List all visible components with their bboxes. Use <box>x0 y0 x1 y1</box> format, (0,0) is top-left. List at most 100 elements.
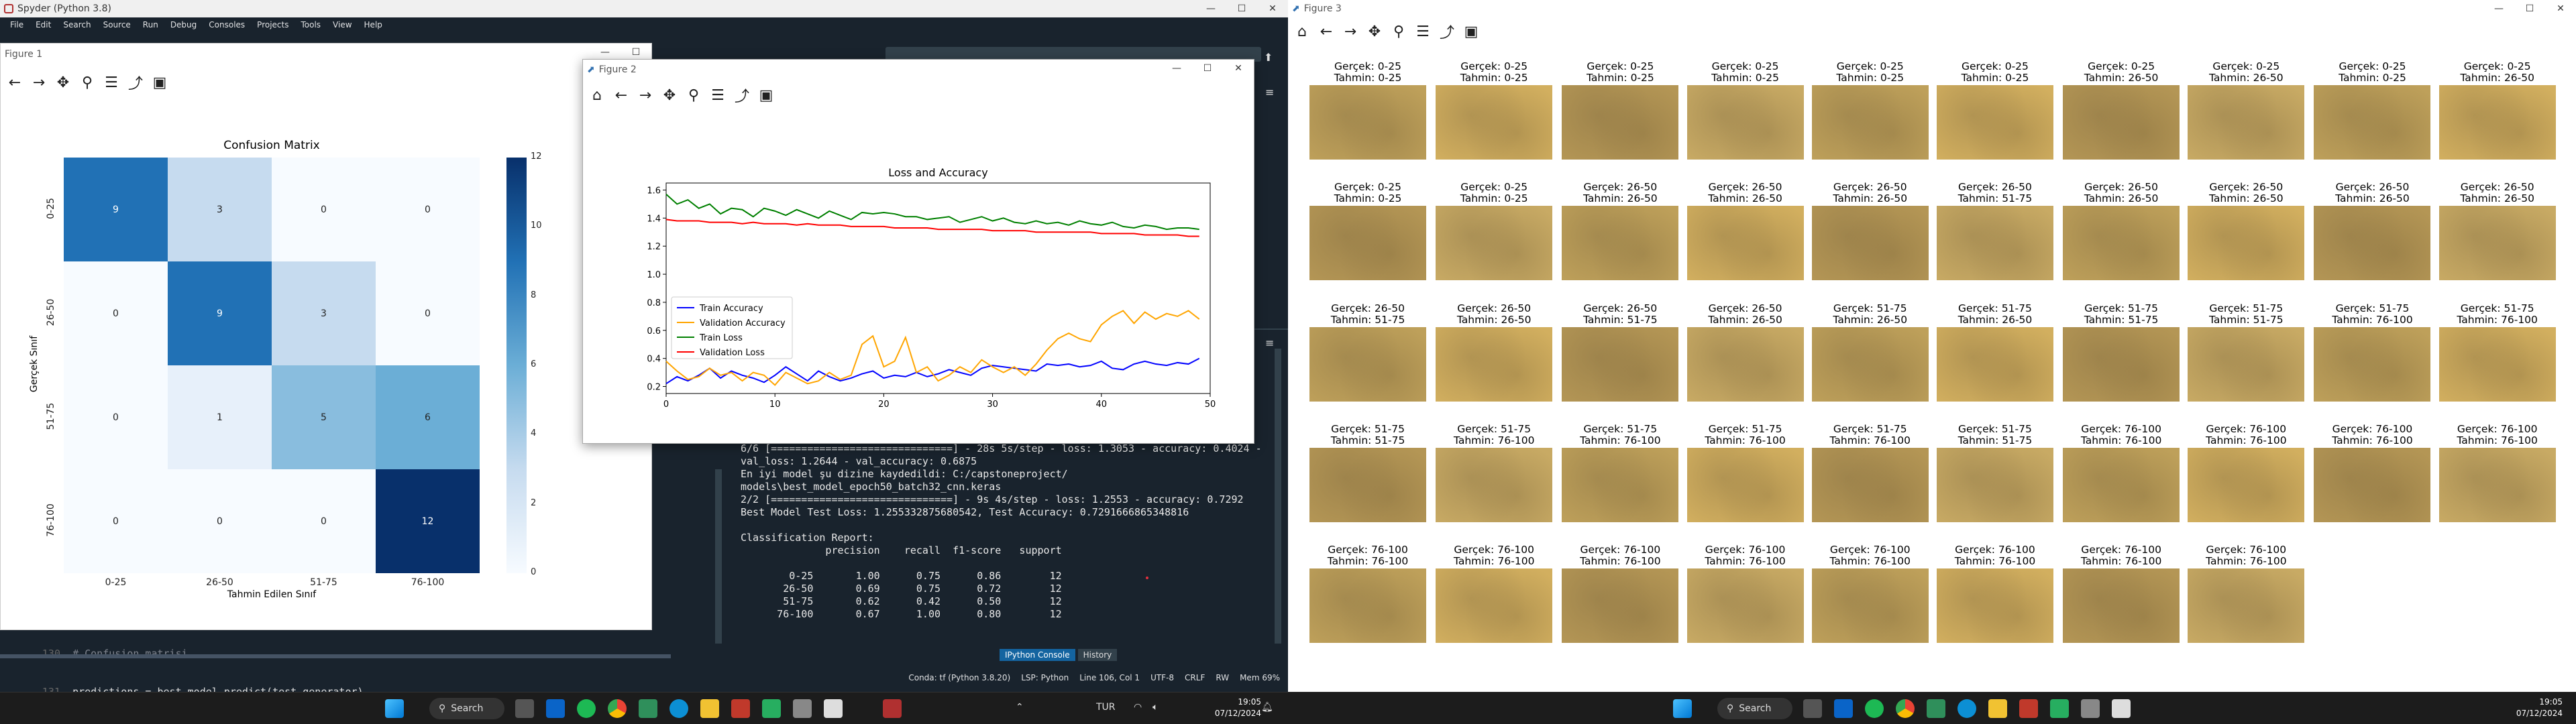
app-icon[interactable] <box>639 699 657 718</box>
taskbar-search[interactable]: ⚲ Search <box>1717 698 1792 719</box>
forward-icon[interactable]: → <box>1344 23 1357 40</box>
taskview-icon[interactable] <box>515 699 534 718</box>
tile-gercek: Gerçek: 26-50 <box>2335 181 2410 194</box>
app-icon-2[interactable] <box>731 699 750 718</box>
tile-caption: Gerçek: 0-25 Tahmin: 0-25 <box>1304 60 1432 84</box>
taskbar-clock[interactable]: 19:05 07/12/2024 <box>1214 697 1261 718</box>
pane-menu-icon[interactable]: ≡ <box>1265 86 1275 99</box>
forward-icon[interactable]: → <box>639 86 652 104</box>
notification-icon[interactable]: 🔔︎ <box>1261 702 1273 713</box>
home-icon[interactable]: ⌂ <box>592 86 602 104</box>
editor-hscroll[interactable] <box>0 654 671 658</box>
configure-icon[interactable]: ☰ <box>105 74 118 91</box>
outlook-icon[interactable] <box>546 699 565 718</box>
close-icon[interactable]: ✕ <box>1269 3 1277 14</box>
app-icon-5[interactable] <box>2112 699 2131 718</box>
confusion-cell: 9 <box>168 261 272 365</box>
tile-gercek: Gerçek: 76-100 <box>2081 422 2161 435</box>
pan-icon[interactable]: ✥ <box>56 74 70 91</box>
tab-history[interactable]: History <box>1077 649 1118 661</box>
back-icon[interactable]: ← <box>8 74 21 91</box>
edit-axis-icon[interactable]: ⤴ <box>1439 25 1454 42</box>
chrome-icon[interactable] <box>1896 699 1915 718</box>
figure1-window[interactable]: Figure 1 — ☐ ← → ✥ ⚲ ☰ ⤴ ▣ Confusion Matr… <box>0 43 652 630</box>
menu-item-search[interactable]: Search <box>63 20 91 29</box>
outlook-icon[interactable] <box>1834 699 1853 718</box>
taskbar-clock[interactable]: 19:05 07/12/2024 <box>2516 697 2563 718</box>
home-icon[interactable]: ⌂ <box>1297 23 1307 40</box>
colorbar-tick: 2 <box>531 497 537 508</box>
menu-item-edit[interactable]: Edit <box>36 20 52 29</box>
fig2-maximize-icon[interactable]: ☐ <box>1203 63 1212 74</box>
fig2-close-icon[interactable]: ✕ <box>1234 63 1242 74</box>
explorer-icon[interactable] <box>1988 699 2007 718</box>
configure-icon[interactable]: ☰ <box>1416 23 1430 40</box>
menu-item-tools[interactable]: Tools <box>301 20 321 29</box>
y-tick-label: 1.6 <box>647 186 661 196</box>
volume-icon[interactable]: 🔈︎ <box>1152 702 1159 713</box>
edge-icon[interactable] <box>1957 699 1976 718</box>
pane-menu-icon-2[interactable]: ≡ <box>1265 337 1275 349</box>
tray-chevron-icon[interactable]: ⌃ <box>1016 702 1024 713</box>
start-icon[interactable] <box>385 699 404 718</box>
fig3-maximize-icon[interactable]: ☐ <box>2525 3 2534 14</box>
app-icon[interactable] <box>1927 699 1945 718</box>
app-icon-6[interactable] <box>883 699 902 718</box>
ipython-console-output[interactable]: 6/6 [==============================] - 2… <box>741 442 1271 630</box>
confusion-xlabel: Tahmin Edilen Sınıf <box>227 589 317 600</box>
zoom-icon[interactable]: ⚲ <box>81 74 93 91</box>
save-icon[interactable]: ▣ <box>152 74 167 91</box>
back-icon[interactable]: ← <box>614 86 628 104</box>
edit-axis-icon[interactable]: ⤴ <box>127 76 143 93</box>
menu-item-source[interactable]: Source <box>103 20 131 29</box>
taskbar-search[interactable]: ⚲ Search <box>429 698 504 719</box>
tile-tahmin: Tahmin: 26-50 <box>2084 71 2159 84</box>
app-icon-3[interactable] <box>762 699 781 718</box>
pan-icon[interactable]: ✥ <box>663 86 676 104</box>
chrome-icon[interactable] <box>608 699 627 718</box>
edge-icon[interactable] <box>669 699 688 718</box>
configure-icon[interactable]: ☰ <box>711 86 724 104</box>
tab-ipython-console[interactable]: IPython Console <box>1000 649 1075 661</box>
edit-axis-icon[interactable]: ⤴ <box>734 88 749 105</box>
menu-item-projects[interactable]: Projects <box>257 20 289 29</box>
app-icon-4[interactable] <box>2081 699 2100 718</box>
save-icon[interactable]: ▣ <box>759 86 773 104</box>
console-scrollbar[interactable] <box>1275 349 1281 644</box>
fig2-minimize-icon[interactable]: — <box>1172 63 1181 74</box>
pan-icon[interactable]: ✥ <box>1368 23 1381 40</box>
app-icon-3[interactable] <box>2050 699 2069 718</box>
app-icon-4[interactable] <box>793 699 812 718</box>
taskview-icon[interactable] <box>1803 699 1822 718</box>
app-icon-5[interactable] <box>824 699 843 718</box>
fig3-close-icon[interactable]: ✕ <box>2557 3 2565 14</box>
spotify-icon[interactable] <box>577 699 596 718</box>
series-line-0 <box>665 357 1200 385</box>
fig1-minimize-icon[interactable]: — <box>600 47 610 58</box>
back-icon[interactable]: ← <box>1320 23 1333 40</box>
forward-icon[interactable]: → <box>32 74 46 91</box>
menu-item-view[interactable]: View <box>333 20 352 29</box>
language-indicator[interactable]: TUR <box>1096 702 1116 713</box>
fig3-minimize-icon[interactable]: — <box>2494 3 2504 14</box>
zoom-icon[interactable]: ⚲ <box>1393 23 1405 40</box>
explorer-icon[interactable] <box>700 699 719 718</box>
app-icon-2[interactable] <box>2019 699 2038 718</box>
save-icon[interactable]: ▣ <box>1464 23 1479 40</box>
menu-item-run[interactable]: Run <box>142 20 158 29</box>
pane-arrow-icon[interactable]: ⬆ <box>1264 51 1273 64</box>
spotify-icon[interactable] <box>1865 699 1884 718</box>
minimize-icon[interactable]: — <box>1206 3 1216 14</box>
editor-scrollbar[interactable] <box>715 469 722 644</box>
maximize-icon[interactable]: ☐ <box>1237 3 1246 14</box>
figure2-window[interactable]: ⬈ Figure 2 — ☐ ✕ ⌂ ← → ✥ ⚲ ☰ ⤴ ▣ Loss and … <box>582 59 1254 444</box>
fig1-maximize-icon[interactable]: ☐ <box>631 47 641 58</box>
menu-item-debug[interactable]: Debug <box>170 20 197 29</box>
menu-item-file[interactable]: File <box>10 20 24 29</box>
tile-tahmin: Tahmin: 0-25 <box>1836 71 1904 84</box>
zoom-icon[interactable]: ⚲ <box>688 86 700 104</box>
menu-item-help[interactable]: Help <box>364 20 382 29</box>
start-icon[interactable] <box>1673 699 1692 718</box>
menu-item-consoles[interactable]: Consoles <box>209 20 246 29</box>
wifi-icon[interactable]: ◠ <box>1134 702 1142 713</box>
